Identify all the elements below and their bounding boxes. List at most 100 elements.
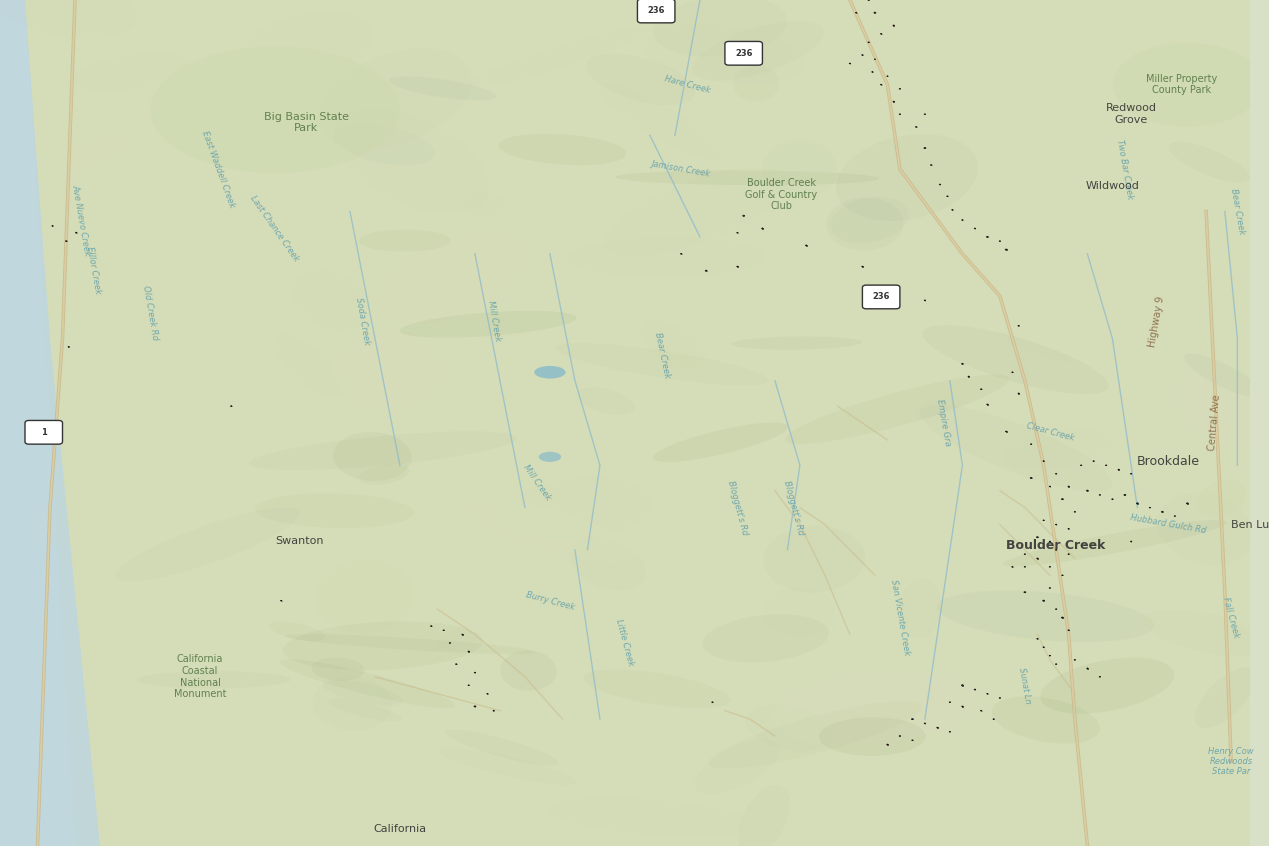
- Text: Mill Creek: Mill Creek: [522, 463, 553, 502]
- Circle shape: [949, 701, 950, 703]
- Circle shape: [1048, 486, 1051, 487]
- Circle shape: [881, 84, 882, 85]
- Ellipse shape: [332, 109, 489, 214]
- Circle shape: [486, 693, 489, 695]
- Ellipse shape: [703, 614, 829, 662]
- Ellipse shape: [763, 140, 838, 199]
- FancyBboxPatch shape: [863, 285, 900, 309]
- Ellipse shape: [284, 634, 536, 654]
- Ellipse shape: [836, 135, 978, 221]
- Text: Last Chance Creek: Last Chance Creek: [249, 194, 301, 263]
- Ellipse shape: [773, 671, 978, 746]
- Ellipse shape: [1143, 609, 1268, 656]
- Circle shape: [456, 663, 457, 665]
- Circle shape: [1055, 663, 1057, 665]
- Circle shape: [855, 12, 858, 14]
- Circle shape: [1067, 629, 1070, 631]
- Ellipse shape: [439, 748, 577, 785]
- Ellipse shape: [204, 806, 312, 846]
- Text: Burry Creek: Burry Creek: [524, 590, 575, 612]
- Text: Clear Creek: Clear Creek: [1025, 420, 1075, 442]
- Circle shape: [881, 33, 882, 35]
- Ellipse shape: [577, 387, 634, 415]
- Circle shape: [1161, 511, 1164, 513]
- Circle shape: [1036, 536, 1039, 538]
- Circle shape: [1099, 494, 1101, 496]
- Circle shape: [704, 270, 708, 272]
- Text: Redwood
Grove: Redwood Grove: [1105, 103, 1156, 125]
- Ellipse shape: [468, 501, 637, 562]
- Circle shape: [1061, 617, 1063, 618]
- Ellipse shape: [445, 730, 558, 766]
- Ellipse shape: [1195, 667, 1256, 728]
- Ellipse shape: [547, 798, 754, 836]
- Ellipse shape: [1169, 141, 1250, 183]
- Ellipse shape: [1198, 480, 1246, 517]
- Ellipse shape: [255, 493, 414, 528]
- Circle shape: [980, 710, 982, 711]
- Ellipse shape: [335, 124, 435, 165]
- Circle shape: [992, 718, 995, 720]
- Circle shape: [947, 195, 948, 197]
- Text: 236: 236: [872, 293, 890, 301]
- Circle shape: [805, 244, 807, 246]
- Circle shape: [1043, 646, 1044, 648]
- Circle shape: [892, 101, 895, 102]
- Circle shape: [1048, 587, 1051, 589]
- Circle shape: [967, 376, 970, 377]
- Text: Wildwood: Wildwood: [1085, 181, 1140, 191]
- Circle shape: [736, 266, 739, 267]
- Ellipse shape: [1134, 3, 1223, 42]
- Text: Boulder Creek
Golf & Country
Club: Boulder Creek Golf & Country Club: [745, 178, 817, 212]
- Circle shape: [961, 363, 963, 365]
- Circle shape: [1118, 469, 1119, 470]
- Ellipse shape: [746, 705, 832, 751]
- FancyBboxPatch shape: [25, 420, 62, 444]
- Ellipse shape: [938, 591, 1154, 642]
- Text: 1: 1: [41, 428, 47, 437]
- FancyBboxPatch shape: [637, 0, 675, 23]
- Ellipse shape: [437, 605, 544, 647]
- Circle shape: [898, 113, 901, 115]
- Circle shape: [1067, 553, 1070, 555]
- Text: Brookdale: Brookdale: [1137, 454, 1200, 468]
- Ellipse shape: [1178, 371, 1269, 448]
- Text: Jamison Creek: Jamison Creek: [651, 160, 712, 179]
- Ellipse shape: [534, 365, 566, 379]
- Circle shape: [911, 718, 914, 720]
- Ellipse shape: [334, 330, 443, 413]
- Ellipse shape: [920, 404, 1113, 492]
- Ellipse shape: [329, 698, 402, 722]
- Circle shape: [1055, 473, 1057, 475]
- Circle shape: [1048, 566, 1051, 568]
- Text: Little Creek: Little Creek: [614, 618, 636, 667]
- Circle shape: [1080, 464, 1082, 466]
- Text: Central Ave: Central Ave: [1207, 394, 1222, 452]
- Ellipse shape: [925, 0, 1131, 89]
- Ellipse shape: [233, 12, 373, 85]
- Ellipse shape: [763, 526, 865, 592]
- Text: California
Coastal
National
Monument: California Coastal National Monument: [174, 655, 226, 699]
- Circle shape: [473, 706, 476, 707]
- Circle shape: [449, 642, 450, 644]
- Text: Ave Nuevo Creek: Ave Nuevo Creek: [71, 184, 91, 256]
- Circle shape: [1005, 431, 1008, 432]
- Ellipse shape: [602, 0, 685, 43]
- Ellipse shape: [312, 4, 477, 72]
- Ellipse shape: [539, 452, 561, 462]
- Ellipse shape: [615, 170, 879, 185]
- Circle shape: [961, 684, 963, 686]
- Circle shape: [886, 744, 888, 745]
- Circle shape: [849, 63, 851, 64]
- Circle shape: [1074, 511, 1076, 513]
- Circle shape: [1061, 498, 1063, 500]
- Circle shape: [949, 731, 950, 733]
- Text: 236: 236: [647, 7, 665, 15]
- Ellipse shape: [1113, 42, 1263, 127]
- Circle shape: [924, 722, 926, 724]
- Circle shape: [962, 706, 963, 707]
- Text: Bear Creek: Bear Creek: [1228, 188, 1246, 235]
- Circle shape: [1061, 574, 1063, 576]
- Circle shape: [1029, 477, 1033, 479]
- Circle shape: [712, 701, 713, 703]
